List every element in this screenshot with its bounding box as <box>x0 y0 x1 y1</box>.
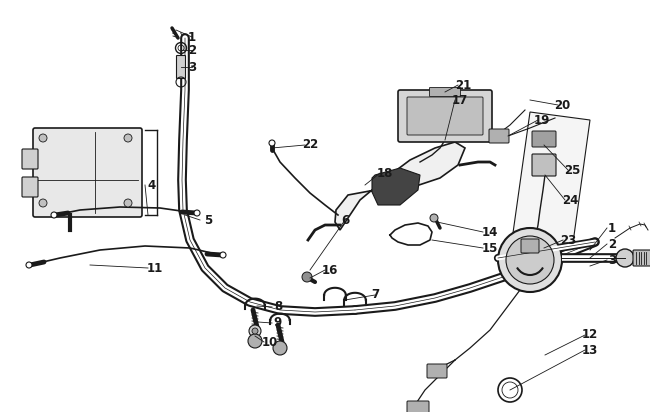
Text: 1: 1 <box>608 222 616 234</box>
Circle shape <box>124 199 132 207</box>
Text: 16: 16 <box>322 264 338 276</box>
FancyBboxPatch shape <box>427 364 447 378</box>
Text: 10: 10 <box>262 335 278 349</box>
Text: 14: 14 <box>482 225 498 239</box>
Polygon shape <box>372 168 420 205</box>
FancyBboxPatch shape <box>407 97 483 135</box>
Text: 3: 3 <box>188 61 196 73</box>
FancyBboxPatch shape <box>532 154 556 176</box>
Text: 15: 15 <box>482 241 498 255</box>
FancyBboxPatch shape <box>22 177 38 197</box>
Circle shape <box>498 228 562 292</box>
Circle shape <box>220 252 226 258</box>
Circle shape <box>248 334 262 348</box>
Text: 24: 24 <box>562 194 578 206</box>
FancyBboxPatch shape <box>430 87 460 96</box>
Text: 11: 11 <box>147 262 163 274</box>
Text: 1: 1 <box>188 30 196 44</box>
Circle shape <box>249 325 261 337</box>
Circle shape <box>273 341 287 355</box>
Text: 7: 7 <box>371 288 379 302</box>
Circle shape <box>194 210 200 216</box>
FancyBboxPatch shape <box>407 401 429 412</box>
Text: 4: 4 <box>148 178 156 192</box>
Polygon shape <box>335 142 465 230</box>
Text: 9: 9 <box>274 316 282 330</box>
FancyBboxPatch shape <box>398 90 492 142</box>
FancyBboxPatch shape <box>489 129 509 143</box>
Text: 2: 2 <box>608 237 616 250</box>
Circle shape <box>616 249 634 267</box>
Text: 25: 25 <box>564 164 580 176</box>
FancyBboxPatch shape <box>33 128 142 217</box>
Text: 12: 12 <box>582 328 598 342</box>
Text: 19: 19 <box>534 113 550 126</box>
Text: 5: 5 <box>204 213 212 227</box>
FancyBboxPatch shape <box>177 56 185 79</box>
Circle shape <box>506 236 554 284</box>
FancyBboxPatch shape <box>521 239 539 253</box>
Text: 3: 3 <box>608 253 616 267</box>
FancyBboxPatch shape <box>633 250 650 266</box>
Text: 22: 22 <box>302 138 318 152</box>
Text: 23: 23 <box>560 234 576 246</box>
Text: 17: 17 <box>452 94 468 106</box>
Circle shape <box>252 328 258 334</box>
Text: 8: 8 <box>274 300 282 314</box>
Circle shape <box>302 272 312 282</box>
Polygon shape <box>512 112 590 250</box>
Text: 2: 2 <box>188 44 196 56</box>
Circle shape <box>39 199 47 207</box>
Circle shape <box>51 212 57 218</box>
Circle shape <box>26 262 32 268</box>
Circle shape <box>430 214 438 222</box>
Text: 20: 20 <box>554 98 570 112</box>
FancyBboxPatch shape <box>532 131 556 147</box>
Text: 6: 6 <box>341 213 349 227</box>
Text: 13: 13 <box>582 344 598 356</box>
FancyBboxPatch shape <box>22 149 38 169</box>
Text: 18: 18 <box>377 166 393 180</box>
Circle shape <box>39 134 47 142</box>
Text: 21: 21 <box>455 79 471 91</box>
Circle shape <box>124 134 132 142</box>
Circle shape <box>269 140 275 146</box>
